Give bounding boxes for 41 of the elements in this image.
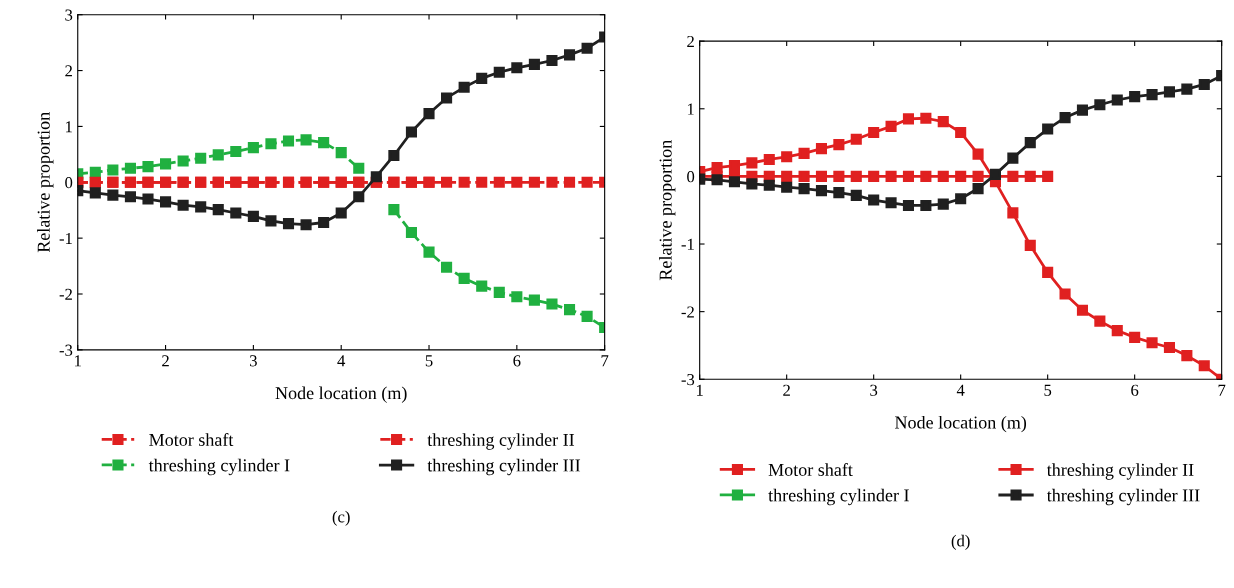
x-tick-label: 1 (75, 355, 81, 367)
text: (d) (951, 534, 970, 550)
x-tick-label: 2 (783, 384, 790, 396)
y-tick-label: 1 (66, 121, 72, 133)
legend-label: threshing cylinder III (1046, 488, 1200, 506)
legend-label: threshing cylinder I (768, 488, 909, 506)
legend-label: Motor shaft (768, 463, 853, 476)
y-axis-title: Relative proportion (37, 112, 54, 253)
y-tick-label: -3 (59, 344, 73, 356)
y-tick-label: -2 (59, 288, 72, 300)
y-tick-label: 0 (687, 171, 695, 183)
y-tick-label: 1 (687, 103, 694, 115)
x-tick-label: 4 (337, 355, 346, 367)
y-tick-label: 2 (687, 35, 694, 47)
legend-label: threshing cylinder I (148, 458, 290, 476)
legend-label: threshing cylinder III (427, 458, 581, 476)
y-tick-label: -1 (59, 232, 72, 244)
x-tick-label: 4 (956, 384, 965, 396)
legend-label: threshing cylinder II (427, 433, 575, 450)
y-tick-label: 0 (65, 176, 73, 189)
x-tick-label: 1 (696, 384, 703, 396)
x-tick-label: 6 (513, 355, 521, 367)
x-tick-label: 2 (162, 355, 169, 367)
y-tick-label: 2 (65, 65, 72, 77)
y-axis-title: Relative proportion (659, 140, 676, 281)
y-tick-label: -2 (681, 306, 694, 318)
legend-label: threshing cylinder II (1046, 463, 1194, 480)
y-tick-label: -3 (681, 374, 695, 386)
y-tick-label: 3 (65, 9, 73, 21)
x-tick-label: 3 (250, 355, 257, 367)
x-tick-label: 3 (870, 384, 878, 396)
x-tick-label: 6 (1131, 384, 1139, 396)
x-tick-label: 7 (601, 355, 609, 367)
y-tick-label: -1 (681, 238, 694, 250)
x-tick-label: 5 (1044, 384, 1052, 396)
x-tick-label: 5 (425, 355, 433, 367)
x-tick-label: 7 (1218, 384, 1226, 396)
legend-label: Motor shaft (149, 433, 234, 446)
x-axis-title: Node location (m) (895, 415, 1027, 433)
text: (c) (332, 510, 350, 526)
x-axis-title: Node location (m) (275, 386, 407, 403)
